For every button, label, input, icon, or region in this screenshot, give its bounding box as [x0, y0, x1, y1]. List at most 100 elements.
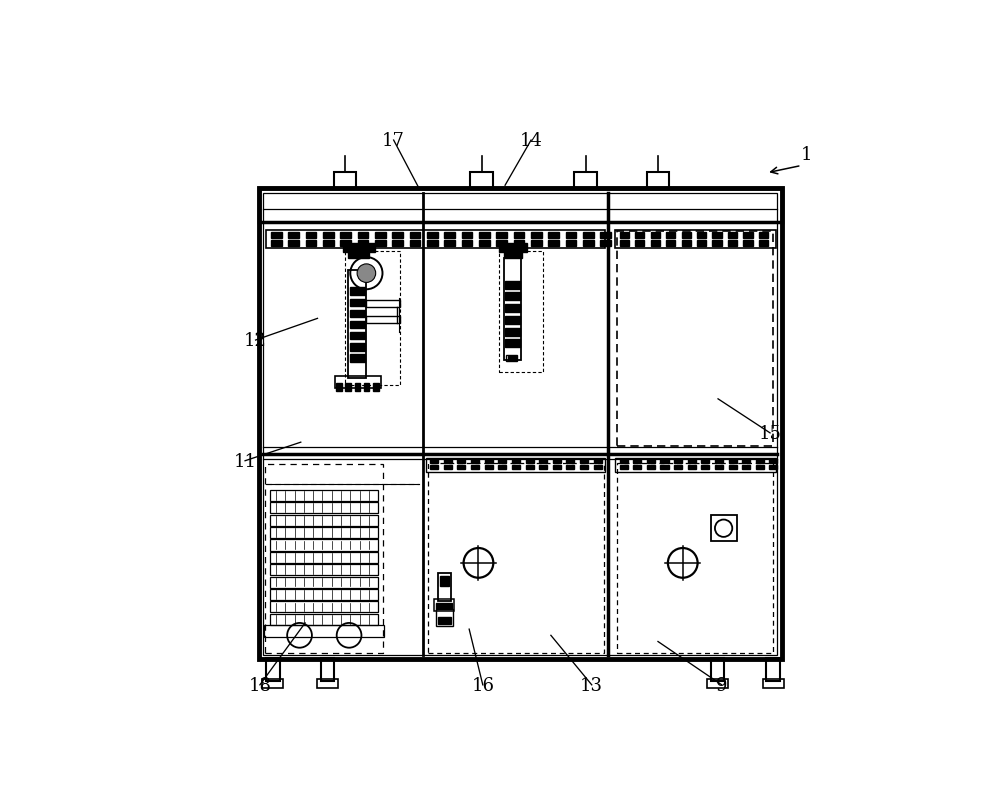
- Bar: [506, 356, 517, 361]
- Bar: [715, 465, 723, 470]
- Bar: [265, 464, 383, 653]
- Bar: [574, 173, 597, 190]
- Bar: [410, 233, 420, 239]
- Bar: [620, 459, 628, 464]
- Text: 1: 1: [801, 146, 812, 164]
- Bar: [373, 387, 379, 391]
- Bar: [505, 304, 520, 313]
- Bar: [514, 240, 524, 247]
- Bar: [270, 589, 378, 601]
- Bar: [366, 301, 400, 308]
- Bar: [355, 387, 360, 391]
- Bar: [743, 233, 753, 239]
- Bar: [373, 383, 379, 386]
- Bar: [428, 464, 604, 653]
- Bar: [743, 240, 753, 247]
- Bar: [270, 577, 378, 588]
- Text: 11: 11: [234, 452, 257, 470]
- Bar: [336, 387, 342, 391]
- Bar: [444, 459, 452, 464]
- Bar: [594, 459, 602, 464]
- Bar: [763, 679, 784, 688]
- Bar: [350, 321, 365, 329]
- Bar: [526, 459, 534, 464]
- Bar: [271, 240, 282, 247]
- Bar: [688, 465, 696, 470]
- Bar: [321, 658, 334, 681]
- Bar: [496, 233, 507, 239]
- Bar: [600, 240, 611, 247]
- Bar: [566, 465, 574, 470]
- Bar: [271, 233, 282, 239]
- Bar: [539, 459, 547, 464]
- Bar: [566, 240, 576, 247]
- Bar: [336, 383, 342, 386]
- Bar: [436, 609, 453, 626]
- Bar: [674, 459, 682, 464]
- Bar: [345, 387, 351, 391]
- Bar: [392, 240, 403, 247]
- Bar: [682, 240, 691, 247]
- Bar: [350, 344, 365, 351]
- Bar: [485, 459, 493, 464]
- Bar: [306, 240, 316, 247]
- Bar: [697, 233, 706, 239]
- Bar: [345, 383, 351, 386]
- Text: 13: 13: [580, 676, 603, 694]
- Bar: [553, 465, 561, 470]
- Bar: [756, 465, 764, 470]
- Bar: [266, 658, 280, 681]
- Bar: [438, 573, 451, 601]
- Bar: [270, 528, 378, 539]
- Bar: [701, 465, 709, 470]
- Bar: [457, 459, 465, 464]
- Bar: [471, 465, 479, 470]
- Bar: [620, 240, 629, 247]
- Bar: [548, 233, 559, 239]
- Bar: [594, 465, 602, 470]
- Bar: [742, 459, 750, 464]
- Bar: [306, 233, 316, 239]
- Bar: [729, 465, 737, 470]
- Bar: [583, 240, 594, 247]
- Bar: [660, 465, 669, 470]
- Bar: [512, 465, 520, 470]
- Bar: [364, 387, 369, 391]
- Bar: [343, 244, 375, 253]
- Bar: [651, 233, 660, 239]
- Bar: [508, 357, 516, 361]
- Bar: [505, 316, 520, 324]
- Bar: [742, 465, 750, 470]
- Bar: [711, 658, 724, 681]
- Bar: [711, 516, 737, 541]
- Bar: [580, 459, 588, 464]
- Bar: [350, 300, 365, 307]
- Text: 16: 16: [471, 676, 494, 694]
- Bar: [617, 232, 773, 446]
- Bar: [504, 251, 522, 259]
- Bar: [270, 601, 378, 613]
- Bar: [350, 332, 365, 340]
- Bar: [323, 240, 334, 247]
- Bar: [635, 233, 644, 239]
- Bar: [660, 459, 669, 464]
- Bar: [769, 459, 777, 464]
- Bar: [651, 240, 660, 247]
- Bar: [583, 233, 594, 239]
- Bar: [514, 233, 524, 239]
- Bar: [647, 173, 669, 190]
- Bar: [566, 459, 574, 464]
- Bar: [707, 679, 728, 688]
- Bar: [375, 233, 386, 239]
- Bar: [499, 244, 527, 253]
- Text: 15: 15: [759, 424, 781, 442]
- Bar: [580, 465, 588, 470]
- Bar: [479, 240, 490, 247]
- Text: 17: 17: [382, 132, 405, 150]
- Bar: [769, 465, 777, 470]
- Bar: [647, 465, 655, 470]
- Bar: [392, 233, 403, 239]
- Bar: [688, 459, 696, 464]
- Bar: [375, 240, 386, 247]
- Bar: [647, 459, 655, 464]
